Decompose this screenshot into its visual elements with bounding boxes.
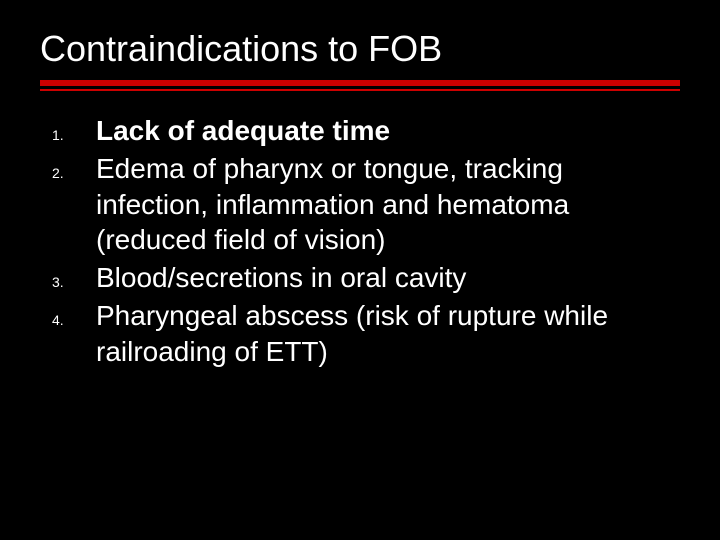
rule-thin <box>40 89 680 91</box>
list-item: 4. Pharyngeal abscess (risk of rupture w… <box>52 298 680 370</box>
list-item: 3. Blood/secretions in oral cavity <box>52 260 680 296</box>
contraindications-list: 1. Lack of adequate time 2. Edema of pha… <box>40 113 680 370</box>
list-marker: 1. <box>52 117 96 143</box>
list-item-text: Blood/secretions in oral cavity <box>96 260 466 296</box>
list-marker: 3. <box>52 264 96 290</box>
list-item: 2. Edema of pharynx or tongue, tracking … <box>52 151 680 258</box>
title-underline <box>40 80 680 91</box>
list-marker: 2. <box>52 155 96 181</box>
slide-title: Contraindications to FOB <box>40 28 680 70</box>
list-item-text: Edema of pharynx or tongue, tracking inf… <box>96 151 680 258</box>
list-marker: 4. <box>52 302 96 328</box>
list-item: 1. Lack of adequate time <box>52 113 680 149</box>
list-item-text: Pharyngeal abscess (risk of rupture whil… <box>96 298 680 370</box>
list-item-text: Lack of adequate time <box>96 113 390 149</box>
rule-thick <box>40 80 680 86</box>
